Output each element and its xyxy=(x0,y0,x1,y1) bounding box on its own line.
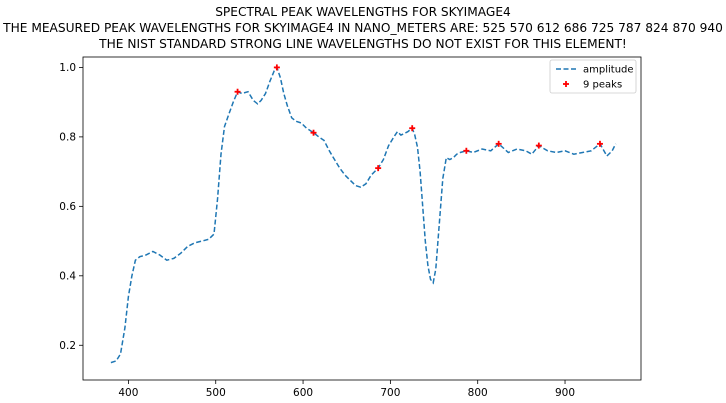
axes: 400 500 600 700 800 900 0.2 0.4 0.6 0.8 1.0 xyxy=(59,56,642,399)
legend: amplitude 9 peaks xyxy=(549,59,637,94)
peak-marker xyxy=(273,64,280,71)
y-tick-label: 0.8 xyxy=(59,132,76,144)
x-tick-label: 700 xyxy=(380,387,400,399)
peak-marker xyxy=(310,129,317,136)
chart-title-block: SPECTRAL PEAK WAVELENGTHS FOR SKYIMAGE4 … xyxy=(0,4,726,52)
plot-area xyxy=(110,64,617,364)
peak-marker xyxy=(495,140,502,147)
peak-marker xyxy=(234,88,241,95)
peak-marker xyxy=(409,125,416,132)
y-tick-label: 0.2 xyxy=(59,340,76,352)
peak-marker xyxy=(463,147,470,154)
series-line-amplitude xyxy=(110,65,617,364)
peak-marker xyxy=(535,142,542,149)
plot-frame xyxy=(82,56,642,381)
y-tick-label: 1.0 xyxy=(59,62,76,74)
chart-subtitle-peaks: THE MEASURED PEAK WAVELENGTHS FOR SKYIMA… xyxy=(3,21,723,35)
peak-marker xyxy=(375,165,382,172)
peak-marker xyxy=(596,140,603,147)
x-tick-label: 800 xyxy=(468,387,488,399)
chart-subtitle-nist: THE NIST STANDARD STRONG LINE WAVELENGTH… xyxy=(99,37,627,51)
y-tick-label: 0.6 xyxy=(59,201,76,213)
legend-label-amplitude: amplitude xyxy=(583,65,634,76)
x-tick-label: 600 xyxy=(293,387,313,399)
x-tick-label: 500 xyxy=(206,387,226,399)
x-tick-label: 900 xyxy=(555,387,575,399)
y-tick-label: 0.4 xyxy=(59,271,76,283)
x-tick-label: 400 xyxy=(118,387,138,399)
legend-label-peaks: 9 peaks xyxy=(583,80,622,91)
chart-title: SPECTRAL PEAK WAVELENGTHS FOR SKYIMAGE4 xyxy=(215,5,511,19)
